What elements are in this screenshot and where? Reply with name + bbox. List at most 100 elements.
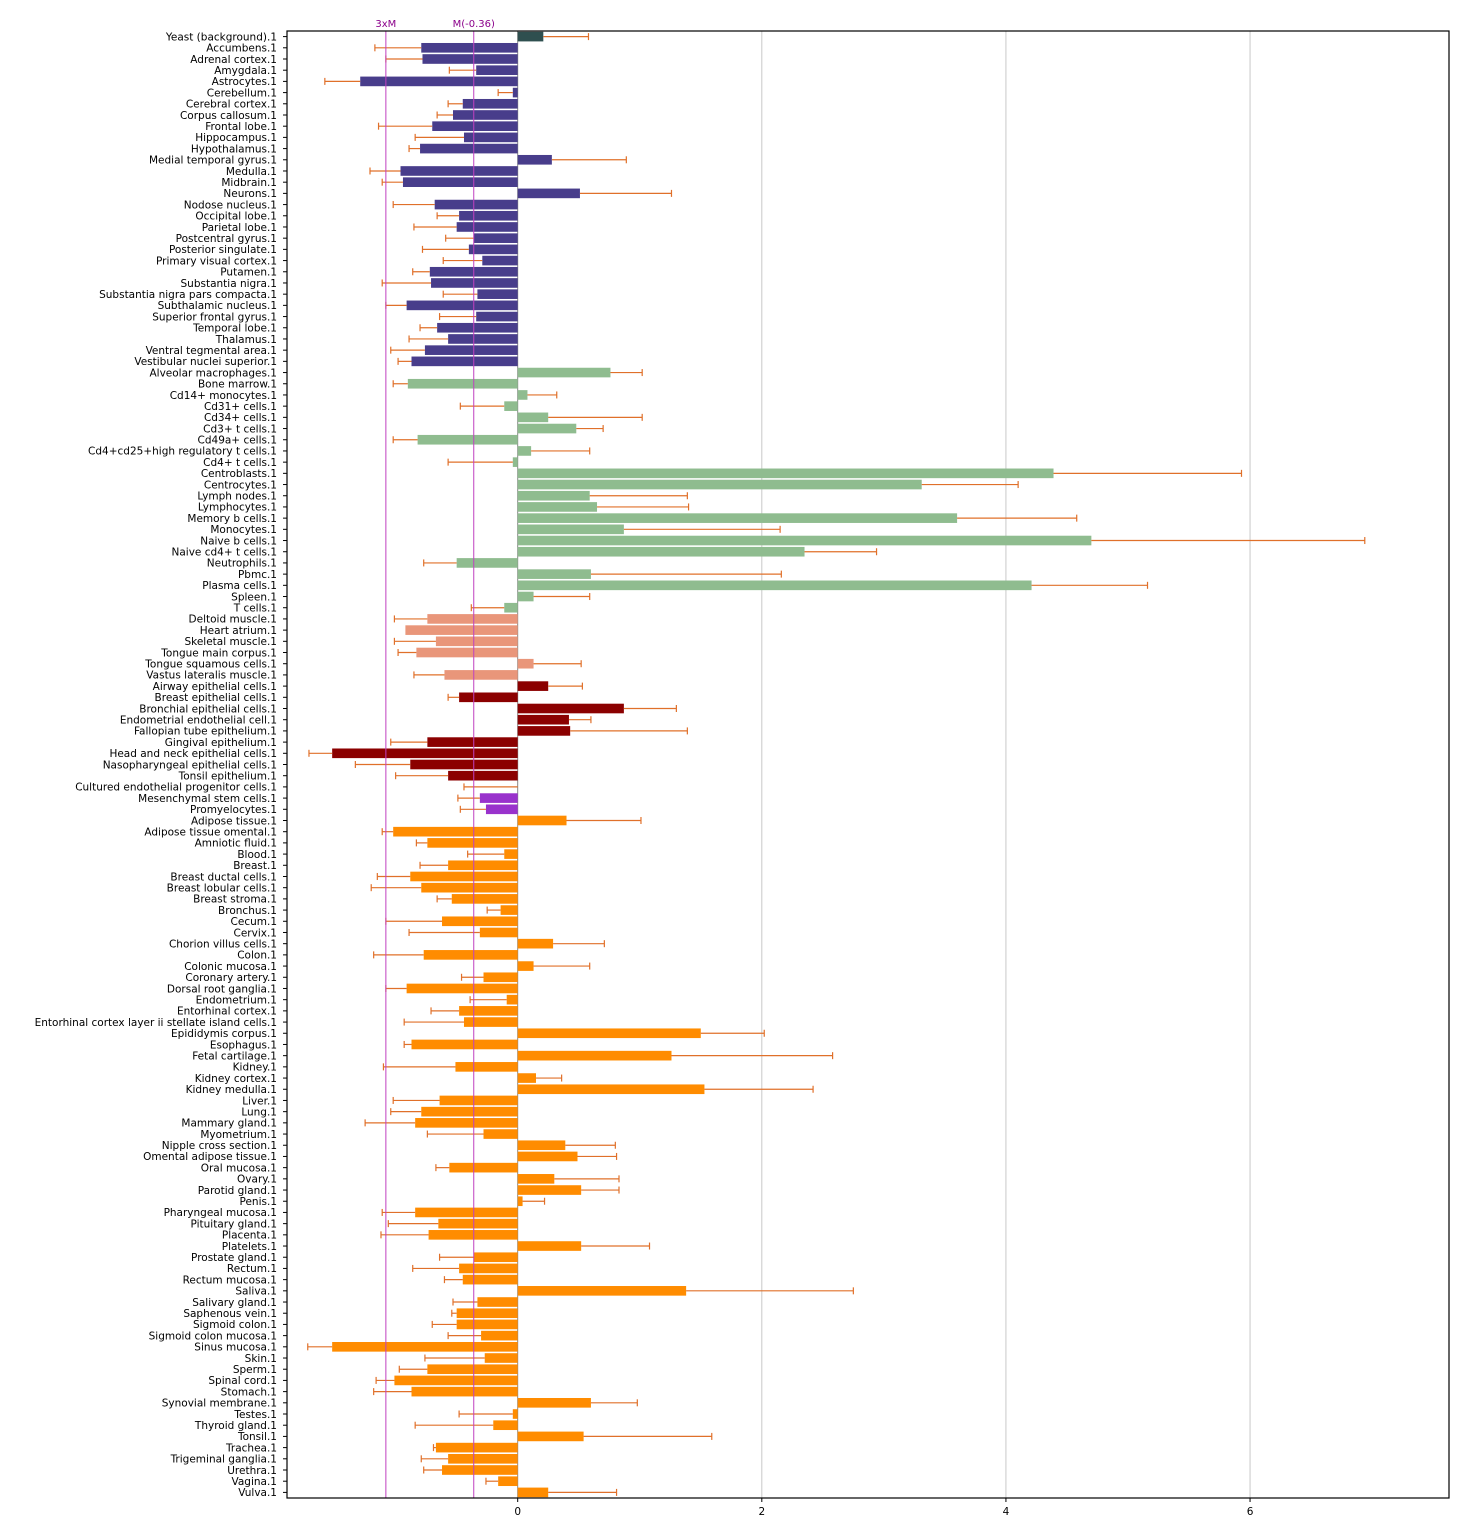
bar [405,625,518,635]
category-label: Rectum mucosa.1 [183,1274,277,1286]
category-label: Liver.1 [242,1095,277,1107]
category-label: Deltoid muscle.1 [189,614,277,626]
bar [517,390,528,400]
category-label: Cerebellum.1 [207,87,277,99]
bar [517,938,554,949]
bar [512,87,518,98]
bar [517,412,549,423]
category-label: Accumbens.1 [206,43,277,55]
bar [421,42,518,53]
bar [517,1241,582,1251]
bar [456,1319,518,1330]
category-label: Substantia nigra pars compacta.1 [99,289,277,301]
category-label: Astrocytes.1 [212,76,277,88]
category-label: Gingival epithelium.1 [165,737,277,749]
category-label: Thyroid gland.1 [194,1420,277,1432]
category-label: Bone marrow.1 [198,379,277,391]
category-label: Prostate gland.1 [191,1252,277,1264]
bar [517,154,552,165]
category-label: Sperm.1 [233,1364,277,1376]
bar [456,222,518,232]
category-label: Adipose tissue omental.1 [144,826,277,838]
category-label: Fallopian tube epithelium.1 [134,726,277,738]
category-label: Putamen.1 [220,267,277,279]
category-label: Penis.1 [240,1196,277,1208]
bar [428,1230,518,1240]
bar [473,1252,518,1263]
bar [517,490,590,501]
bar [512,1409,518,1419]
bar [394,1375,518,1386]
category-label: Medial temporal gyrus.1 [149,155,277,167]
bar [468,244,518,255]
category-label: Airway epithelial cells.1 [153,681,277,693]
category-label: Head and neck epithelial cells.1 [109,748,277,760]
bar [479,793,518,803]
category-label: Vestibular nuclei superior.1 [134,356,277,368]
category-label: Monocytes.1 [210,524,277,536]
bar [360,76,518,87]
bar [393,826,518,837]
category-label: Epididymis corpus.1 [171,1028,277,1040]
bar [506,994,518,1005]
bar [448,860,518,871]
bar [493,1420,518,1431]
x-tick-label: 0 [514,1506,521,1518]
bar [485,804,518,815]
bar [482,255,518,266]
bar [411,356,518,367]
category-label: Postcentral gyrus.1 [176,233,277,245]
category-label: Breast stroma.1 [193,894,277,906]
category-label: Centrocytes.1 [204,479,277,491]
category-label: Cerebral cortex.1 [186,99,277,111]
bar [517,703,624,714]
category-label: Saphenous vein.1 [183,1308,277,1320]
category-label: Sigmoid colon.1 [193,1319,277,1331]
bar [427,1364,518,1375]
bar [410,759,518,770]
category-label: Ventral tegmental area.1 [146,345,277,357]
bar [517,1084,705,1095]
category-label: Platelets.1 [222,1241,277,1253]
bar [415,1207,518,1218]
category-label: Salivary gland.1 [192,1297,277,1309]
bar [456,558,518,568]
category-label: Saliva.1 [235,1286,277,1298]
bar [463,1017,518,1027]
bar [462,98,518,109]
bar [476,311,518,322]
bar [517,1431,584,1442]
bar [463,132,518,143]
category-label: Trigeminal ganglia.1 [170,1454,277,1466]
bar [517,502,598,512]
bar [435,636,518,647]
bar [517,1397,591,1408]
category-label: Heart atrium.1 [200,625,277,637]
bar [517,479,922,490]
bar [504,401,518,411]
category-label: Pharyngeal mucosa.1 [164,1207,277,1219]
bar [444,670,518,680]
bar [449,1162,518,1173]
category-label: Tongue squamous cells.1 [144,659,277,671]
bar [442,916,518,927]
category-label: Hippocampus.1 [195,132,277,144]
bar [420,143,518,154]
bar [517,513,958,523]
category-label: Spinal cord.1 [208,1375,277,1387]
category-label: Skeletal muscle.1 [184,636,277,648]
bar [500,905,518,915]
category-label: Adrenal cortex.1 [190,54,277,66]
bar [517,524,624,535]
category-label: Mammary gland.1 [181,1118,277,1130]
bar [427,838,518,848]
x-tick-label: 4 [1003,1506,1010,1518]
bar [406,983,518,994]
bar [517,1151,578,1162]
category-label: Cd14+ monocytes.1 [170,390,277,402]
bar [431,278,518,288]
bar [481,1330,518,1341]
bar [517,367,611,378]
